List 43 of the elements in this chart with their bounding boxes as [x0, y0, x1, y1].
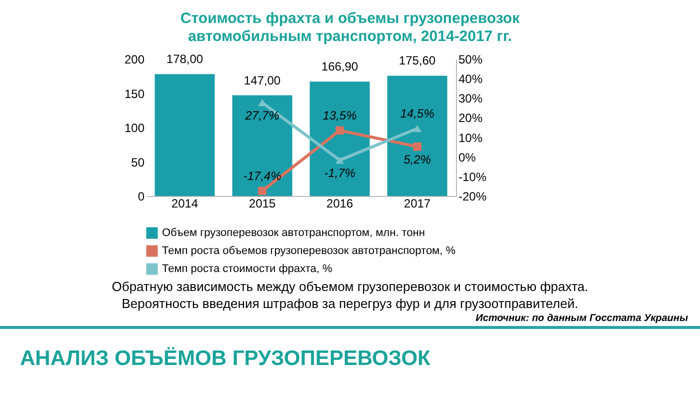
x-tick-label: 2016	[326, 196, 354, 210]
data-label: 178,00	[166, 52, 204, 66]
data-label: 27,7%	[244, 108, 280, 123]
y2-tick-label: 20%	[458, 111, 483, 126]
y2-tick-label: 50%	[458, 52, 483, 66]
y-tick-label: 150	[124, 86, 145, 101]
data-label: 166,90	[321, 60, 358, 74]
text: АНАЛИЗ ОБЪЁМОВ ГРУЗОПЕРЕВОЗОК	[20, 347, 432, 371]
bar	[154, 74, 215, 196]
data-label: 13,5%	[322, 108, 358, 122]
text: Источник: по данным Госстата Украины	[476, 313, 688, 324]
text: Обратную зависимость между объемом грузоперевозок и стоимостью фрахта. Вероятность введения штрафов за перегруз фур и для грузоотправителей.	[110, 278, 590, 312]
point	[413, 124, 422, 132]
y2-tick-label: 30%	[458, 92, 483, 106]
y2-tick-label: -10%	[458, 170, 487, 184]
data-label: 175,60	[398, 54, 436, 68]
data-label: 147,00	[244, 73, 281, 88]
data-label: 14,5%	[400, 106, 435, 120]
y-tick-label: 100	[124, 121, 145, 135]
bar	[310, 82, 370, 196]
x-tick-label: 2015	[248, 196, 276, 210]
y2-tick-label: 0%	[458, 150, 476, 164]
x-tick-label: 2014	[171, 196, 198, 210]
data-label: 5,2%	[404, 152, 432, 167]
y2-tick-label: 10%	[458, 130, 483, 145]
y2-tick-label: 40%	[458, 72, 483, 86]
bar	[232, 95, 292, 196]
data-label: -17,4%	[243, 168, 282, 183]
point	[258, 186, 266, 196]
legend-label: Темп роста объемов грузоперевозок автотранспортом, %	[162, 245, 456, 257]
y-tick-label: 0	[138, 190, 145, 204]
point	[336, 156, 344, 164]
data-label: -1,7%	[324, 166, 356, 180]
y-tick-label: 50	[131, 155, 145, 170]
y-tick-label: 200	[124, 52, 145, 66]
legend-label: Объем грузоперевозок автотранспортом, млн. тонн	[162, 227, 425, 239]
point	[413, 142, 422, 151]
y2-tick-label: -20%	[458, 190, 487, 204]
chart-title: Стоимость фрахта и объемы грузоперевозок автомобильным транспортом, 2014-2017 гг.	[179, 10, 521, 46]
bar	[387, 76, 448, 196]
point	[336, 126, 344, 135]
legend-label: Темп роста стоимости фрахта, %	[162, 263, 333, 275]
x-tick-label: 2017	[404, 196, 431, 210]
